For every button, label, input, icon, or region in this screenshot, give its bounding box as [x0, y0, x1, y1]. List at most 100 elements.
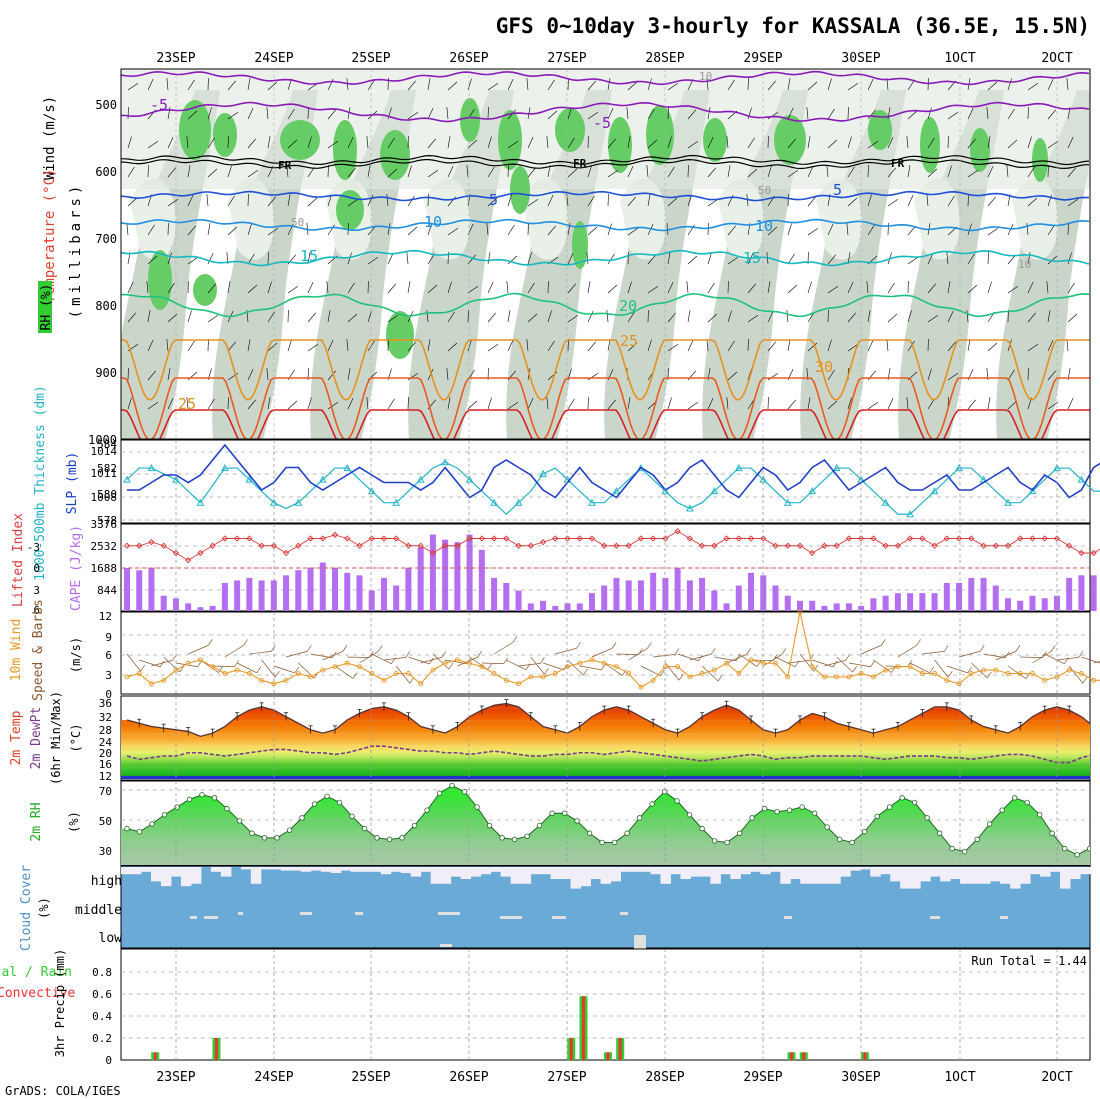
cloud-high-gap [650, 867, 661, 875]
data-point [516, 681, 522, 687]
wind-barb-flag [660, 669, 665, 677]
y-tick-label: 1014 [91, 445, 118, 458]
y-tick-label: 844 [97, 584, 117, 597]
data-point [123, 542, 131, 549]
data-point [503, 535, 510, 542]
wind-barb [586, 252, 589, 265]
rh-high [572, 221, 588, 269]
cape-bar [650, 572, 657, 611]
wind-barb-flag [947, 671, 953, 678]
wind-barb [747, 137, 755, 149]
data-point [1053, 535, 1061, 542]
data-point [809, 549, 816, 557]
cloud-high-gap [960, 867, 971, 884]
temp-yticks: 36 32 28 24 20 16 12 [99, 697, 113, 783]
wind-barb [827, 108, 835, 120]
wind-barb [187, 256, 199, 265]
cloud-high-gap [670, 867, 681, 875]
wind-barb [487, 312, 496, 323]
data-point [955, 464, 963, 472]
y-tick-label: 0.6 [92, 988, 112, 1001]
wind-barb [447, 227, 459, 236]
y-tick-label: 0 [105, 1054, 112, 1067]
wind-barb [827, 139, 838, 149]
wind-barb [487, 252, 491, 265]
wind-barb [727, 256, 739, 265]
precip-conv-bar [582, 996, 585, 1060]
rh-point [1036, 812, 1043, 818]
cape-bar [882, 595, 889, 611]
data-point [136, 542, 143, 549]
rh-point [561, 810, 568, 816]
y-tick-label: 36 [99, 697, 112, 710]
wind-barb [995, 650, 1017, 661]
wind-barb [187, 79, 195, 91]
data-point [503, 677, 509, 683]
cloud-high-gap [800, 867, 811, 884]
cloud-high-gap [130, 867, 142, 875]
wind-barb [866, 281, 869, 294]
wind-barb [587, 226, 598, 236]
wind-barb [487, 397, 492, 410]
rh-point [486, 822, 493, 829]
rh-point [674, 798, 680, 804]
wind-barb [767, 372, 779, 381]
wind-barb [187, 110, 198, 120]
wind-barb [307, 136, 312, 149]
wind-barb [986, 107, 989, 120]
wind-barb [604, 662, 623, 676]
cloud-mid-gap [634, 935, 646, 949]
data-point [147, 464, 156, 472]
upper-air-panel: -5 -5 FR FR FR 5 5 10 10 15 15 20 25 25 … [38, 68, 1091, 447]
wind-barb [887, 198, 899, 207]
y-tick-label: 1008 [91, 491, 118, 504]
wind-barb [1006, 165, 1009, 178]
wind-barb [647, 254, 656, 265]
wind-barb [287, 400, 298, 410]
wind-barb [567, 314, 579, 323]
data-point [968, 671, 974, 676]
cloud-high-gap [550, 867, 562, 879]
data-point [821, 542, 828, 549]
data-point [294, 498, 303, 506]
data-point [393, 671, 399, 676]
temp-area [121, 703, 1090, 779]
wind-barb [727, 371, 738, 381]
rh-point [636, 815, 643, 821]
cloud-high-gap [700, 867, 711, 877]
wind-barb [763, 654, 783, 667]
data-point [380, 535, 388, 542]
data-point [870, 674, 876, 680]
rh-light [914, 178, 960, 260]
cape-bar [919, 593, 926, 611]
wind-barb [1067, 313, 1078, 323]
cape-bar [356, 575, 363, 611]
wind-barb [567, 398, 575, 410]
top-date-label: 2OCT [1041, 51, 1072, 66]
cape-bar [405, 567, 412, 611]
wind-barb [207, 223, 211, 236]
data-point [490, 535, 498, 542]
cloud-mid-gap [500, 916, 522, 919]
wind-barb [447, 81, 458, 91]
wind-barb [627, 227, 639, 236]
wind-barb [247, 78, 251, 91]
wind-barb-flag [678, 674, 684, 681]
data-point [785, 674, 791, 680]
wind-barb [867, 194, 872, 207]
rh-ylabel-b: (%) [67, 811, 81, 833]
cape-bar [772, 585, 779, 611]
upper-ylabel-units: (millibars) [68, 182, 84, 319]
wind-speed-series [124, 609, 1100, 690]
rh-point [899, 795, 905, 801]
cape-bar [748, 572, 755, 611]
wind-barb [1047, 79, 1054, 91]
data-point [1066, 667, 1072, 673]
data-point [1078, 549, 1085, 557]
data-point [246, 535, 253, 542]
series-line [127, 443, 1100, 499]
wind-barb [946, 252, 949, 265]
cape-bar [613, 577, 620, 611]
contour-line [121, 249, 1090, 267]
